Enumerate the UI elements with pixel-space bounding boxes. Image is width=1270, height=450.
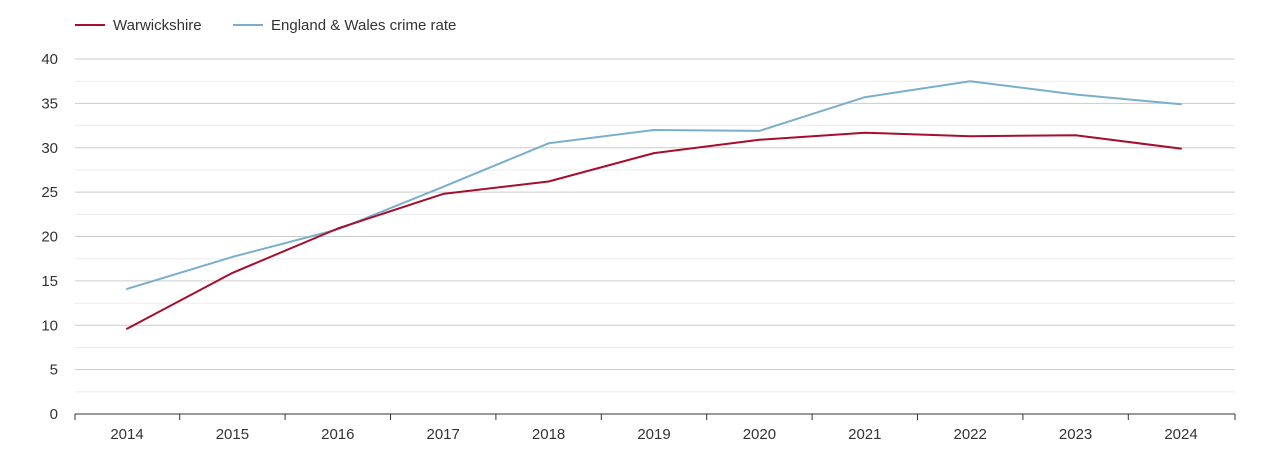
x-tick-label: 2020 [743,426,776,443]
y-tick-label: 25 [41,184,58,201]
legend-label: England & Wales crime rate [271,17,456,34]
x-tick-label: 2019 [637,426,670,443]
x-tick-label: 2017 [427,426,460,443]
y-tick-label: 15 [41,273,58,290]
x-tick-label: 2014 [110,426,143,443]
y-tick-label: 0 [50,406,58,423]
x-tick-label: 2023 [1059,426,1092,443]
x-tick-label: 2016 [321,426,354,443]
series-lines [126,80,1182,330]
x-tick-label: 2021 [848,426,881,443]
x-tick-label: 2015 [216,426,249,443]
grid-lines [75,58,1235,393]
y-tick-label: 10 [41,317,58,334]
x-tick-label: 2022 [954,426,987,443]
series-line-england-wales [126,80,1182,290]
x-tick-label: 2024 [1164,426,1197,443]
series-line-warwickshire [126,131,1182,330]
legend: Warwickshire England & Wales crime rate [75,17,456,34]
x-tick-label: 2018 [532,426,565,443]
legend-label: Warwickshire [113,17,202,34]
y-tick-label: 20 [41,229,58,246]
y-tick-label: 40 [41,51,58,68]
y-tick-label: 30 [41,140,58,157]
y-tick-label: 35 [41,95,58,112]
y-tick-label: 5 [50,362,58,379]
axes: 0 5 10 15 20 25 30 35 40 2014 2015 2016 2017 2018 2019… [41,51,1236,443]
